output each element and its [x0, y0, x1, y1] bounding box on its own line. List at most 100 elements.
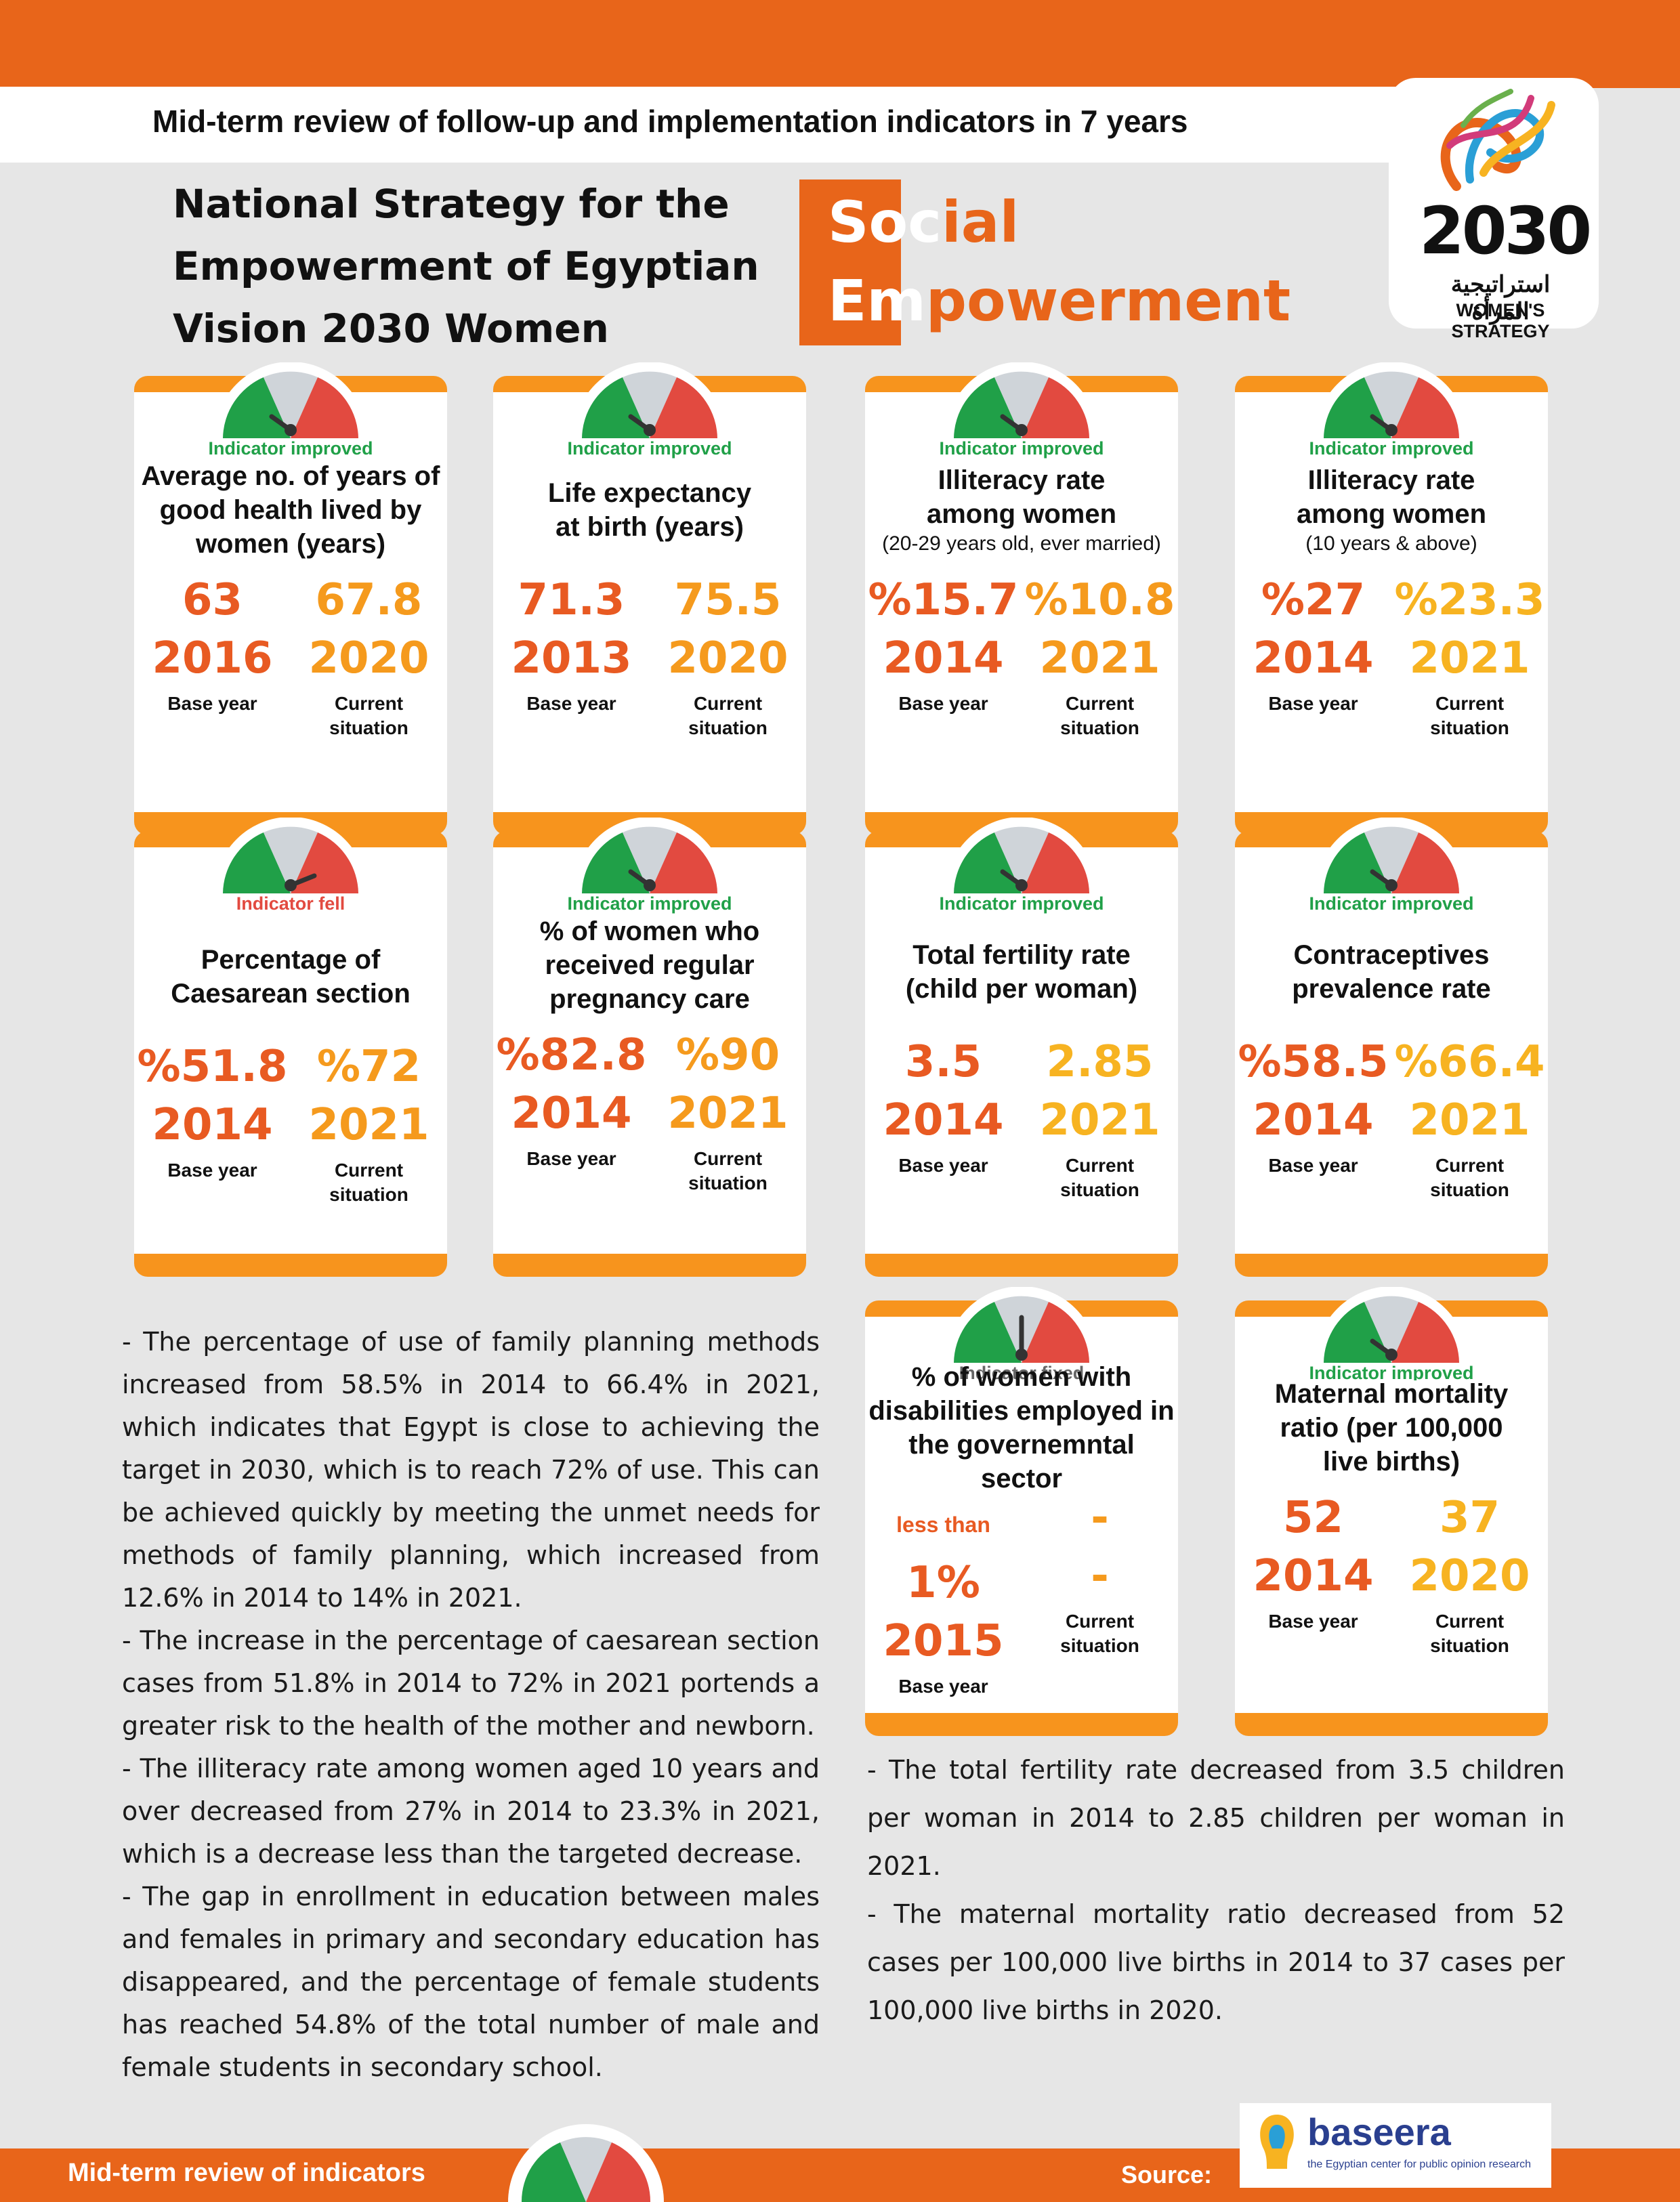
current-caption: Current situation: [291, 692, 447, 740]
indicator-label: % of women with disabilities employed in t…: [865, 1362, 1178, 1494]
base-column: 63 2016 Base year: [134, 571, 291, 716]
indicator-status: Indicator improved: [1309, 438, 1474, 459]
gauge-icon: [214, 362, 367, 438]
caption-line: situation: [329, 1184, 408, 1205]
base-value-number: 1%: [906, 1558, 980, 1608]
base-year: 2014: [1253, 1551, 1374, 1601]
note-paragraph: - The total fertility rate decreased fro…: [867, 1755, 1565, 1881]
base-year-caption: Base year: [526, 1148, 616, 1169]
label-line: prevalence rate: [1292, 974, 1491, 1004]
caption-line: Current: [1065, 693, 1135, 714]
current-column: - - Current situation: [1022, 1489, 1178, 1658]
label-subtext: (10 years & above): [1305, 532, 1477, 555]
indicator-status: Indicator improved: [1309, 893, 1474, 914]
label-line: pregnancy care: [549, 984, 750, 1014]
caption-line: Current: [1065, 1155, 1135, 1176]
base-column: 71.3 2013 Base year: [493, 571, 650, 716]
card-bottom-band: [134, 1254, 447, 1277]
note-paragraph: - The gap in enrollment in education bet…: [122, 1882, 820, 2082]
current-column: %10.8 2021 Current situation: [1022, 571, 1178, 740]
base-value: %51.8: [137, 1042, 288, 1092]
card-body: [134, 392, 447, 812]
gauge-icon: [1315, 818, 1468, 893]
current-value: 2.85: [1046, 1037, 1154, 1087]
current-caption: Current situation: [650, 1147, 806, 1195]
indicator-status: Indicator fixed: [959, 1363, 1085, 1383]
current-column: 75.5 2020 Current situation: [650, 571, 806, 740]
label-line: the governemntal sector: [908, 1430, 1135, 1494]
current-year: 2020: [1409, 1551, 1530, 1601]
base-year-caption: Base year: [898, 693, 988, 714]
baseera-name: baseera: [1307, 2111, 1451, 2153]
current-column: %72 2021 Current situation: [291, 1038, 447, 1207]
base-year: 2016: [152, 633, 273, 683]
indicator-label: Total fertility rate (child per woman): [865, 925, 1178, 1019]
gauge-icon: [1315, 1287, 1468, 1363]
note-paragraph: - The percentage of use of family planni…: [122, 1327, 820, 1613]
current-year: 2021: [308, 1100, 429, 1150]
current-value: -: [1091, 1493, 1109, 1543]
label-line: ratio (per 100,000: [1280, 1413, 1503, 1443]
base-year-caption: Base year: [1268, 693, 1358, 714]
caption-line: situation: [688, 1172, 768, 1193]
caption-line: situation: [1060, 1635, 1139, 1656]
card-body: [865, 392, 1178, 812]
base-column: %51.8 2014 Base year: [134, 1038, 291, 1183]
title-line: Empowerment of Egyptian: [173, 243, 759, 289]
ribbon-swirl-icon: [1440, 89, 1555, 191]
base-value: less than 1%: [865, 1489, 1022, 1612]
base-year: 2014: [152, 1100, 273, 1150]
section-title-part: Soc: [828, 189, 942, 255]
indicator-status: Indicator improved: [939, 438, 1104, 459]
card-body: [1235, 392, 1548, 812]
card-bottom-band: [493, 1254, 806, 1277]
top-banner: [0, 0, 1680, 88]
label-line: disabilities employed in: [868, 1396, 1175, 1426]
base-year: 2015: [883, 1616, 1004, 1666]
current-year: -: [1091, 1551, 1109, 1601]
label-line: % of women with: [911, 1362, 1132, 1392]
current-year: 2021: [1039, 1095, 1160, 1145]
indicator-label: Contraceptives prevalence rate: [1235, 925, 1548, 1019]
current-value: %72: [316, 1042, 421, 1092]
base-value: 71.3: [518, 575, 625, 625]
indicator-status: Indicator improved: [567, 893, 732, 914]
base-year-caption: Base year: [898, 1155, 988, 1176]
indicator-status: Indicator improved: [567, 438, 732, 459]
current-year: 2021: [1039, 633, 1160, 683]
base-value: 52: [1282, 1493, 1344, 1543]
caption-line: situation: [1060, 1179, 1139, 1200]
label-line: Maternal mortality: [1274, 1379, 1509, 1409]
current-column: %90 2021 Current situation: [650, 1026, 806, 1195]
caption-line: Current: [1435, 1155, 1505, 1176]
base-year-caption: Base year: [167, 1160, 257, 1181]
base-column: less than 1% 2015 Base year: [865, 1489, 1022, 1699]
card-bottom-band: [865, 1254, 1178, 1277]
label-line: live births): [1322, 1447, 1461, 1477]
card-body: [493, 392, 806, 812]
label-line: Illiteracy rate: [938, 465, 1106, 495]
base-value-prefix: less than: [896, 1512, 990, 1537]
card-body: [134, 847, 447, 1254]
base-column: %82.8 2014 Base year: [493, 1026, 650, 1171]
base-column: %58.5 2014 Base year: [1235, 1033, 1391, 1178]
label-line: Illiteracy rate: [1307, 465, 1475, 495]
current-value: %90: [675, 1030, 780, 1080]
base-year: 2014: [1253, 1095, 1374, 1145]
current-year: 2020: [308, 633, 429, 683]
indicator-label: Percentage of Caesarean section: [134, 929, 447, 1024]
base-year: 2014: [511, 1088, 632, 1139]
caption-line: situation: [1430, 1179, 1509, 1200]
label-line: among women: [1296, 499, 1487, 529]
caption-line: Current: [334, 1160, 404, 1181]
card-body: [865, 847, 1178, 1254]
base-column: %27 2014 Base year: [1235, 571, 1391, 716]
section-title: Social Empowerment: [828, 183, 1290, 340]
indicator-label: Illiteracy rate among women (10 years & ab…: [1235, 463, 1548, 557]
card-bottom-band: [1235, 1254, 1548, 1277]
right-notes: - The total fertility rate decreased fro…: [867, 1746, 1565, 2035]
gauge-icon: [1315, 362, 1468, 438]
current-value: %66.4: [1394, 1037, 1545, 1087]
base-year: 2013: [511, 633, 632, 683]
gauge-icon: [573, 362, 726, 438]
